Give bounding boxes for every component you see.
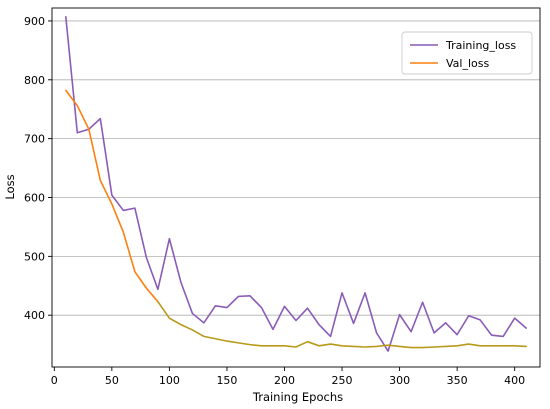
- series-line-val-loss-overlap: [157, 300, 527, 349]
- y-axis-title: Loss: [3, 174, 17, 199]
- axis-layer: [51, 7, 541, 368]
- x-tick-label-200: 200: [274, 374, 295, 387]
- y-tick-label-600: 600: [24, 192, 45, 205]
- grid-layer: [52, 20, 540, 316]
- legend-label-val-loss: Val_loss: [446, 57, 489, 70]
- series-line-training-loss: [65, 16, 527, 352]
- y-tick-label-700: 700: [24, 133, 45, 146]
- ticks-layer: 0 50 100 150 200 250 300 350 400 400 500 600 700 800 9…: [24, 15, 525, 387]
- x-tick-label-150: 150: [216, 374, 237, 387]
- plot-frame: [51, 7, 541, 368]
- x-tick-label-250: 250: [332, 374, 353, 387]
- x-tick-label-0: 0: [51, 374, 58, 387]
- series-layer: [65, 16, 527, 352]
- y-tick-label-400: 400: [24, 309, 45, 322]
- y-tick-label-900: 900: [24, 15, 45, 28]
- x-tick-label-400: 400: [504, 374, 525, 387]
- y-tick-label-500: 500: [24, 250, 45, 263]
- x-tick-label-50: 50: [105, 374, 119, 387]
- legend: Training_loss Val_loss: [401, 31, 533, 75]
- x-tick-label-350: 350: [447, 374, 468, 387]
- y-tick-label-800: 800: [24, 74, 45, 87]
- x-tick-label-300: 300: [389, 374, 410, 387]
- x-axis-title: Training Epochs: [252, 390, 343, 404]
- legend-label-training-loss: Training_loss: [445, 39, 516, 52]
- x-tick-label-100: 100: [159, 374, 180, 387]
- series-line-val-loss: [65, 89, 159, 303]
